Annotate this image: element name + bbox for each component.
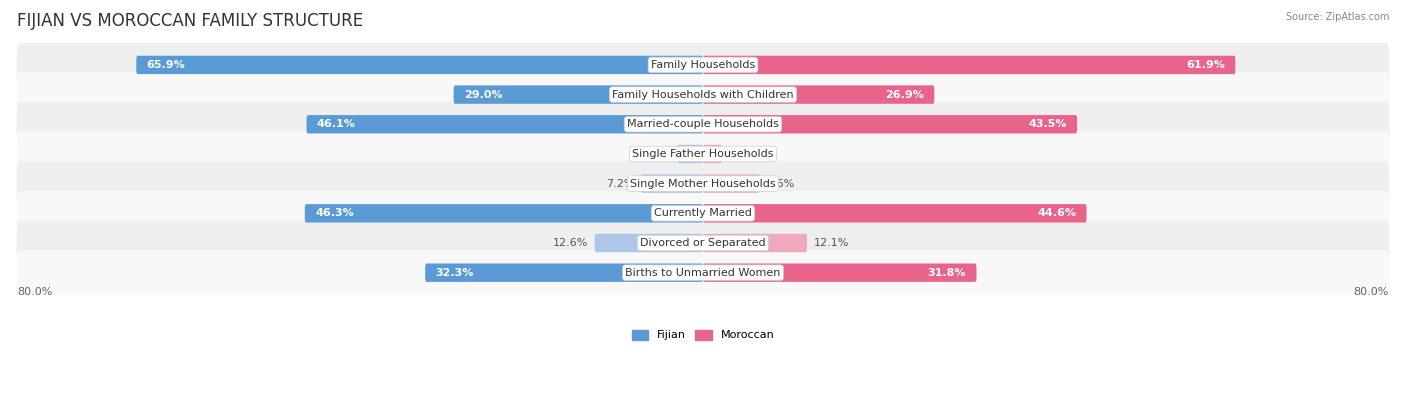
FancyBboxPatch shape xyxy=(703,263,977,282)
Text: Single Father Households: Single Father Households xyxy=(633,149,773,159)
Text: 61.9%: 61.9% xyxy=(1187,60,1225,70)
Text: 26.9%: 26.9% xyxy=(886,90,924,100)
Text: Source: ZipAtlas.com: Source: ZipAtlas.com xyxy=(1285,12,1389,22)
Text: 43.5%: 43.5% xyxy=(1028,119,1067,129)
Text: 46.3%: 46.3% xyxy=(315,208,354,218)
Text: Births to Unmarried Women: Births to Unmarried Women xyxy=(626,268,780,278)
Text: 80.0%: 80.0% xyxy=(1353,287,1388,297)
Text: 32.3%: 32.3% xyxy=(436,268,474,278)
Text: Currently Married: Currently Married xyxy=(654,208,752,218)
FancyBboxPatch shape xyxy=(17,43,1389,87)
Text: Married-couple Households: Married-couple Households xyxy=(627,119,779,129)
FancyBboxPatch shape xyxy=(307,115,703,134)
FancyBboxPatch shape xyxy=(425,263,703,282)
Text: Single Mother Households: Single Mother Households xyxy=(630,179,776,189)
FancyBboxPatch shape xyxy=(17,221,1389,265)
Text: 80.0%: 80.0% xyxy=(18,287,53,297)
Text: 46.1%: 46.1% xyxy=(316,119,356,129)
FancyBboxPatch shape xyxy=(703,115,1077,134)
FancyBboxPatch shape xyxy=(17,72,1389,117)
FancyBboxPatch shape xyxy=(454,85,703,104)
FancyBboxPatch shape xyxy=(703,85,935,104)
Text: 2.2%: 2.2% xyxy=(728,149,758,159)
Text: 12.6%: 12.6% xyxy=(553,238,588,248)
Text: 6.6%: 6.6% xyxy=(766,179,794,189)
FancyBboxPatch shape xyxy=(17,250,1389,295)
FancyBboxPatch shape xyxy=(17,102,1389,147)
Text: Family Households with Children: Family Households with Children xyxy=(612,90,794,100)
Text: 7.2%: 7.2% xyxy=(606,179,634,189)
FancyBboxPatch shape xyxy=(703,56,1236,74)
Text: 65.9%: 65.9% xyxy=(146,60,186,70)
Text: 12.1%: 12.1% xyxy=(814,238,849,248)
FancyBboxPatch shape xyxy=(17,162,1389,206)
Legend: Fijian, Moroccan: Fijian, Moroccan xyxy=(627,325,779,345)
FancyBboxPatch shape xyxy=(17,132,1389,176)
Text: 44.6%: 44.6% xyxy=(1038,208,1076,218)
FancyBboxPatch shape xyxy=(703,145,721,163)
Text: 3.0%: 3.0% xyxy=(643,149,671,159)
FancyBboxPatch shape xyxy=(641,175,703,193)
Text: Family Households: Family Households xyxy=(651,60,755,70)
Text: 31.8%: 31.8% xyxy=(928,268,966,278)
Text: 29.0%: 29.0% xyxy=(464,90,502,100)
FancyBboxPatch shape xyxy=(595,234,703,252)
FancyBboxPatch shape xyxy=(17,191,1389,235)
FancyBboxPatch shape xyxy=(703,175,759,193)
FancyBboxPatch shape xyxy=(703,234,807,252)
FancyBboxPatch shape xyxy=(136,56,703,74)
FancyBboxPatch shape xyxy=(703,204,1087,222)
Text: Divorced or Separated: Divorced or Separated xyxy=(640,238,766,248)
Text: FIJIAN VS MOROCCAN FAMILY STRUCTURE: FIJIAN VS MOROCCAN FAMILY STRUCTURE xyxy=(17,12,363,30)
FancyBboxPatch shape xyxy=(678,145,703,163)
FancyBboxPatch shape xyxy=(305,204,703,222)
